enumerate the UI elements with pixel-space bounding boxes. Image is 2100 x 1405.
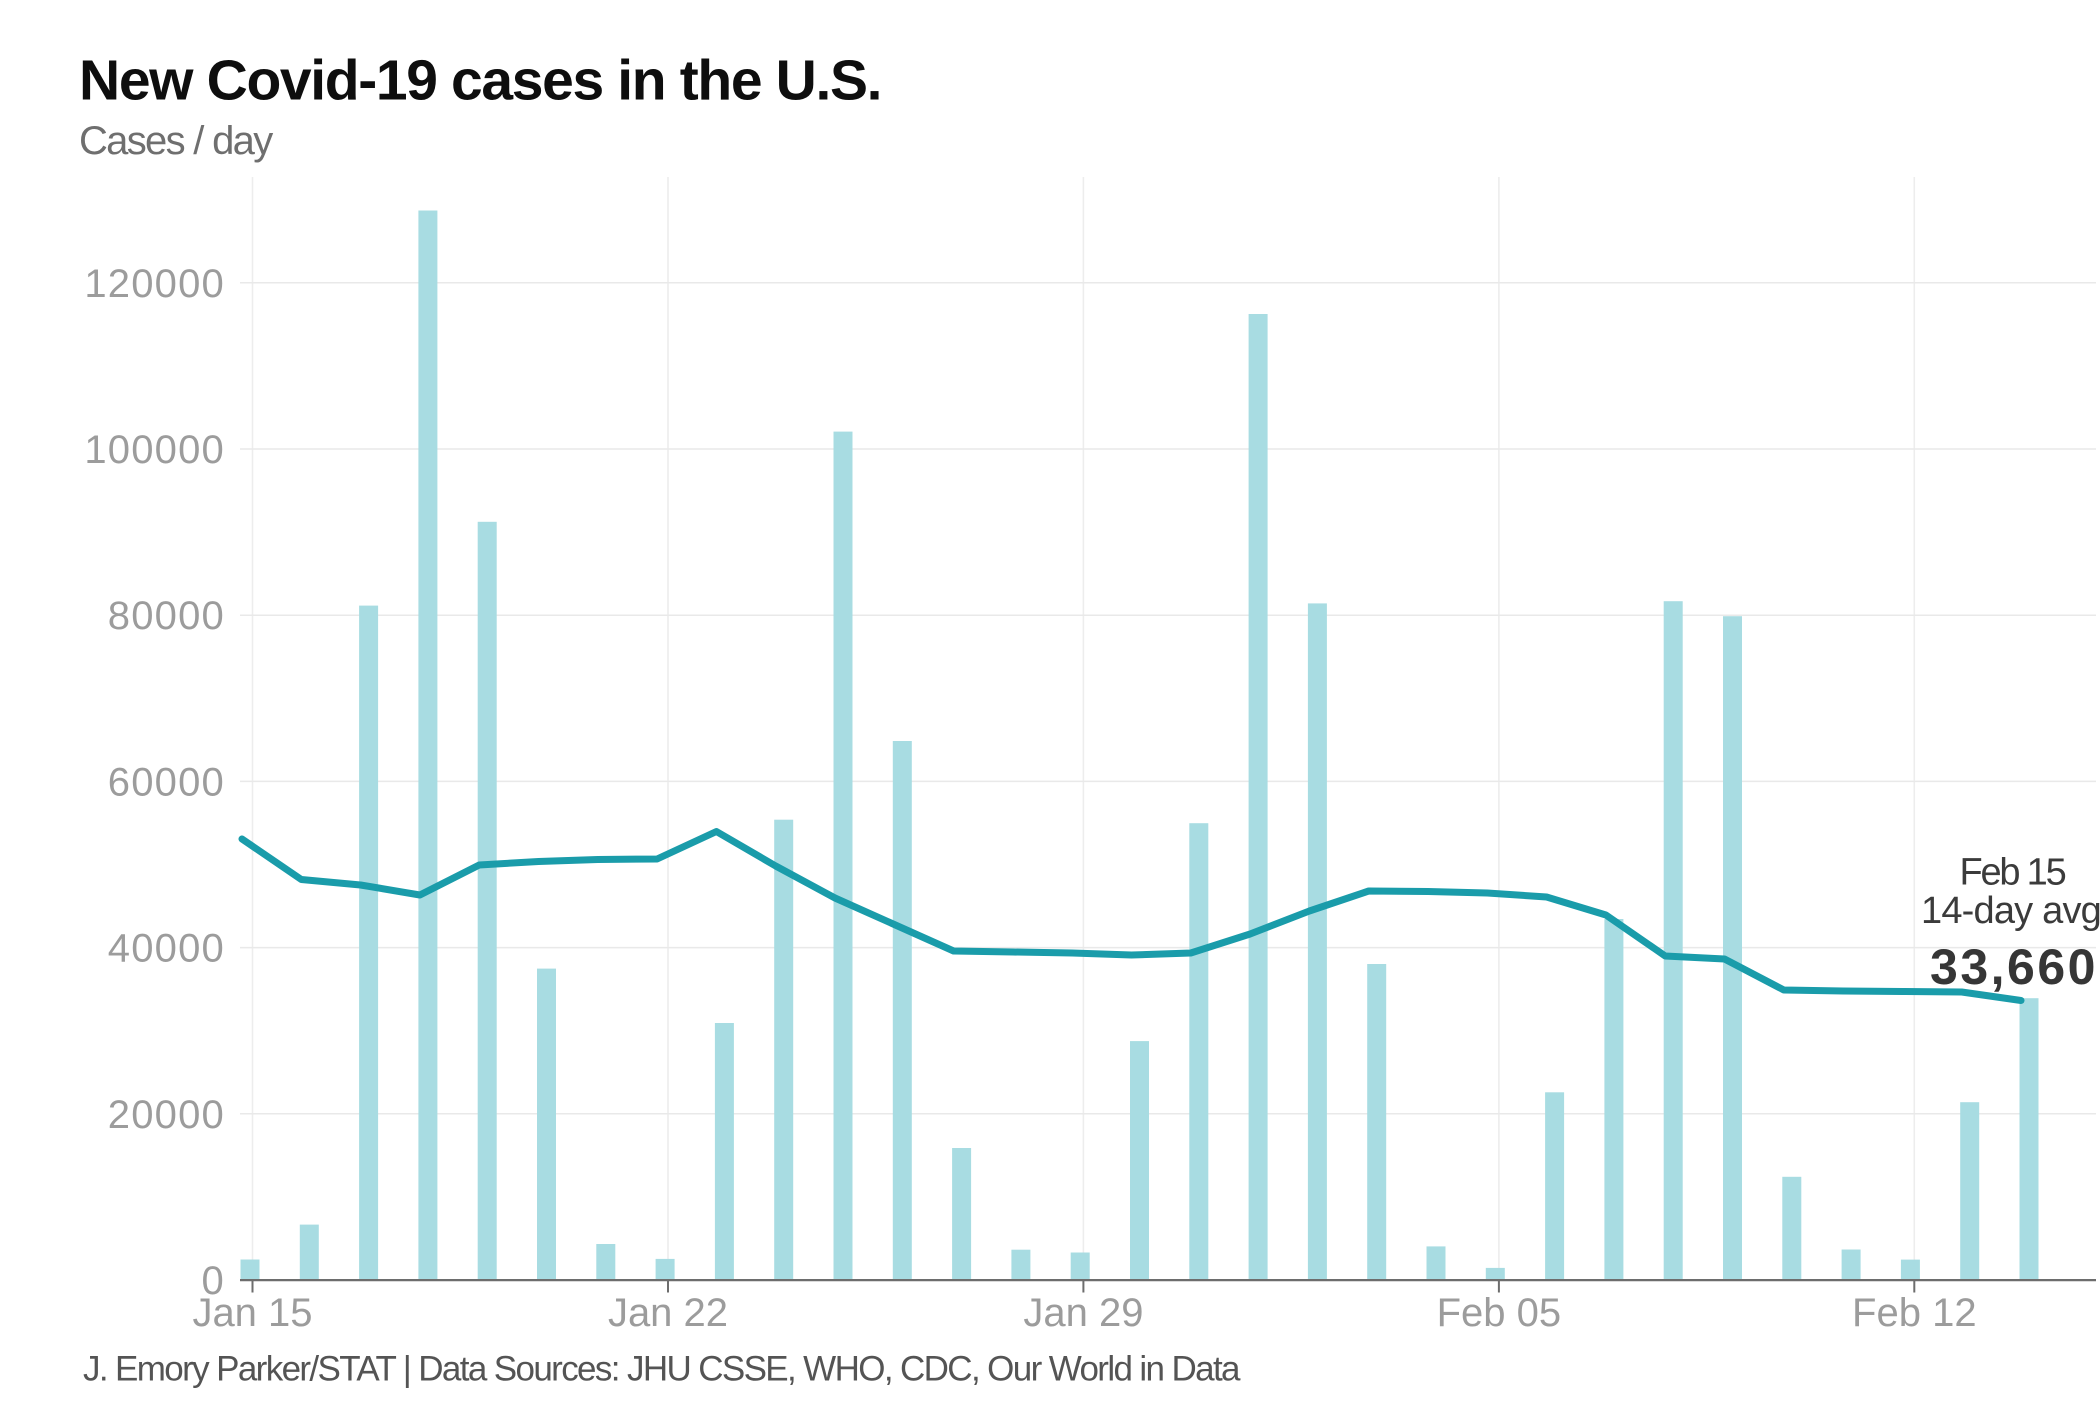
svg-text:J. Emory Parker/STAT | Data So: J. Emory Parker/STAT | Data Sources: JHU… (83, 1350, 1241, 1389)
svg-text:Jan 29: Jan 29 (1023, 1291, 1143, 1335)
svg-text:Jan 15: Jan 15 (192, 1291, 312, 1335)
svg-text:60000: 60000 (108, 760, 225, 804)
svg-text:Feb 05: Feb 05 (1437, 1291, 1562, 1335)
svg-text:33,660: 33,660 (1930, 939, 2098, 995)
svg-text:20000: 20000 (108, 1093, 225, 1137)
svg-text:Jan 22: Jan 22 (608, 1291, 728, 1335)
svg-text:14-day avg: 14-day avg (1921, 890, 2100, 932)
svg-text:Cases / day: Cases / day (79, 119, 273, 163)
svg-text:New Covid-19 cases in the U.S.: New Covid-19 cases in the U.S. (79, 49, 881, 113)
svg-text:120000: 120000 (84, 262, 225, 306)
svg-text:Feb 12: Feb 12 (1852, 1291, 1977, 1335)
svg-text:80000: 80000 (108, 594, 225, 638)
svg-text:Feb 15: Feb 15 (1959, 851, 2065, 893)
svg-text:100000: 100000 (84, 428, 225, 472)
svg-text:0: 0 (202, 1259, 225, 1303)
svg-text:40000: 40000 (108, 927, 225, 971)
